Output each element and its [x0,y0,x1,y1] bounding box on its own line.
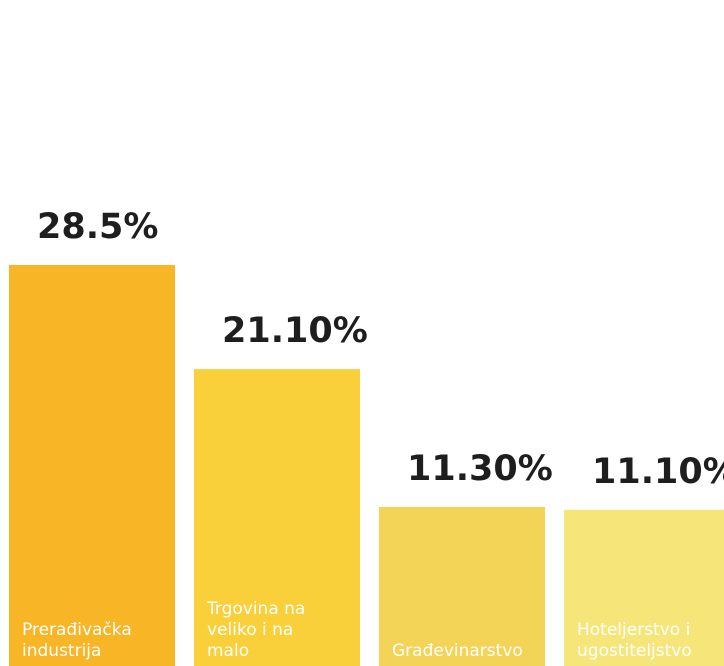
category-label-3-line-1: Građevinarstvo [392,641,523,661]
bar-4 [564,509,724,666]
category-label-1-line-1: Prerađivačka [22,620,132,640]
value-label-4: 11.10% [592,452,724,492]
value-label-1: 28.5% [37,207,158,247]
bar-1 [9,265,175,666]
category-label-4-line-2: ugostiteljstvo [577,641,692,661]
category-label-4-line-1: Hoteljerstvo i [577,620,690,640]
category-label-2-line-2: veliko i na [207,620,293,640]
bar-2 [194,369,360,666]
value-label-3: 11.30% [407,449,553,489]
category-label-1-line-2: industrija [22,641,101,661]
category-label-2-line-3: malo [207,641,249,661]
bar-3 [379,507,545,666]
value-label-2: 21.10% [222,311,368,351]
category-label-2-line-1: Trgovina na [206,599,305,619]
